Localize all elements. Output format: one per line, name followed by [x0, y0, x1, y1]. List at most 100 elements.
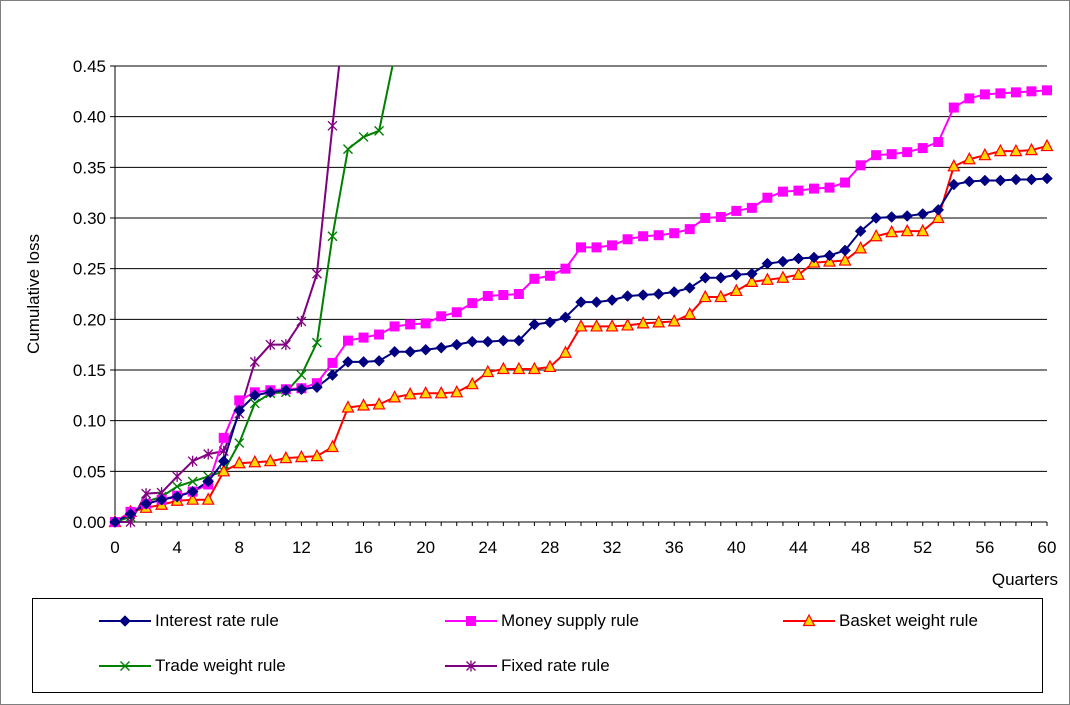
data-point-star	[218, 445, 229, 457]
data-point-square	[731, 205, 742, 216]
data-point-triangle	[838, 253, 852, 266]
data-point-square	[327, 357, 338, 368]
y-tick-label: 0.35	[73, 158, 106, 177]
data-point-triangle	[481, 364, 495, 378]
x-tick-label: 32	[603, 538, 622, 557]
data-point-diamond	[916, 208, 929, 220]
data-point-star	[466, 660, 476, 672]
legend-symbol	[445, 660, 497, 672]
data-point-diamond	[109, 516, 121, 528]
x-tick-label: 4	[172, 538, 181, 557]
data-point-square	[436, 311, 447, 322]
y-axis-label: Cumulative loss	[24, 234, 43, 354]
data-point-diamond	[326, 369, 339, 381]
data-point-diamond	[994, 174, 1007, 187]
legend-label: Fixed rate rule	[501, 656, 610, 675]
data-point-triangle	[885, 224, 899, 238]
data-point-triangle	[605, 319, 619, 332]
data-point-triangle	[465, 376, 479, 390]
data-point-diamond	[248, 389, 261, 402]
data-point-triangle	[714, 289, 728, 303]
legend: Interest rate rule Money supply rule Baske…	[32, 598, 1043, 693]
data-point-triangle	[543, 359, 557, 373]
data-point-triangle	[512, 361, 526, 375]
data-point-square	[684, 224, 695, 235]
y-tick-label: 0.10	[73, 412, 106, 431]
data-point-diamond	[575, 296, 587, 308]
data-point-star	[265, 339, 276, 351]
data-point-triangle	[372, 397, 386, 410]
data-point-square	[1026, 86, 1037, 97]
data-point-square	[995, 88, 1006, 99]
series-lines	[114, 66, 1048, 523]
data-point-triangle	[802, 613, 816, 627]
data-point-diamond	[730, 268, 743, 281]
data-point-diamond	[808, 251, 820, 264]
x-tick-label: 44	[789, 538, 808, 557]
data-point-triangle	[590, 319, 604, 332]
legend-label: Interest rate rule	[155, 611, 279, 630]
data-point-diamond	[419, 343, 432, 356]
data-point-square	[467, 298, 478, 309]
data-point-diamond	[1041, 172, 1053, 185]
data-point-square	[917, 143, 928, 154]
data-point-x	[249, 398, 260, 409]
data-point-square	[902, 147, 913, 158]
data-point-diamond	[202, 475, 215, 488]
data-point-square	[218, 432, 229, 443]
data-point-diamond	[590, 296, 603, 308]
x-tick-label: 56	[975, 538, 994, 557]
data-point-square	[886, 149, 897, 160]
data-point-square	[762, 192, 773, 203]
data-point-star	[187, 455, 198, 467]
data-point-diamond	[280, 384, 292, 397]
y-tick-label: 0.40	[73, 108, 106, 127]
series-line	[115, 66, 341, 523]
data-point-diamond	[1010, 173, 1022, 186]
data-point-diamond	[823, 249, 836, 262]
y-tick-label: 0.05	[73, 462, 106, 481]
data-point-triangle	[760, 272, 774, 285]
data-point-triangle	[636, 316, 650, 329]
data-point-star	[172, 470, 183, 482]
data-point-triangle	[978, 147, 992, 161]
data-point-diamond	[544, 316, 556, 329]
data-point-triangle	[947, 159, 961, 172]
data-point-x	[358, 131, 369, 142]
data-point-diamond	[388, 345, 401, 358]
data-point-square	[1010, 87, 1021, 98]
data-point-diamond	[373, 355, 385, 367]
legend-label: Money supply rule	[501, 611, 639, 630]
series-line	[114, 66, 394, 523]
data-point-x	[296, 370, 307, 381]
legend-item: Basket weight rule	[783, 609, 978, 633]
data-point-triangle	[854, 241, 868, 254]
data-point-star	[296, 315, 307, 327]
data-point-diamond	[342, 356, 354, 368]
data-point-diamond	[311, 381, 323, 394]
data-point-square	[466, 616, 476, 626]
data-point-diamond	[528, 318, 541, 331]
data-point-square	[529, 273, 540, 284]
data-point-diamond	[777, 255, 789, 268]
data-point-diamond	[683, 282, 696, 294]
data-point-triangle	[310, 448, 324, 462]
y-tick-label: 0.20	[73, 310, 106, 329]
data-point-star	[203, 448, 214, 460]
data-point-square	[622, 234, 633, 245]
data-point-triangle	[993, 143, 1007, 157]
legend-item: Interest rate rule	[99, 609, 279, 633]
data-point-diamond	[466, 335, 479, 348]
legend-item: Money supply rule	[445, 609, 639, 633]
data-point-triangle	[217, 464, 231, 477]
data-point-square	[979, 89, 990, 100]
legend-symbol	[783, 613, 835, 627]
data-point-triangle	[232, 455, 246, 469]
data-point-square	[513, 289, 524, 299]
data-point-square	[715, 211, 726, 222]
x-tick-label: 0	[110, 538, 119, 557]
data-point-star	[280, 339, 291, 351]
data-point-square	[405, 319, 416, 330]
data-point-star	[327, 120, 338, 132]
x-tick-label: 52	[913, 538, 932, 557]
